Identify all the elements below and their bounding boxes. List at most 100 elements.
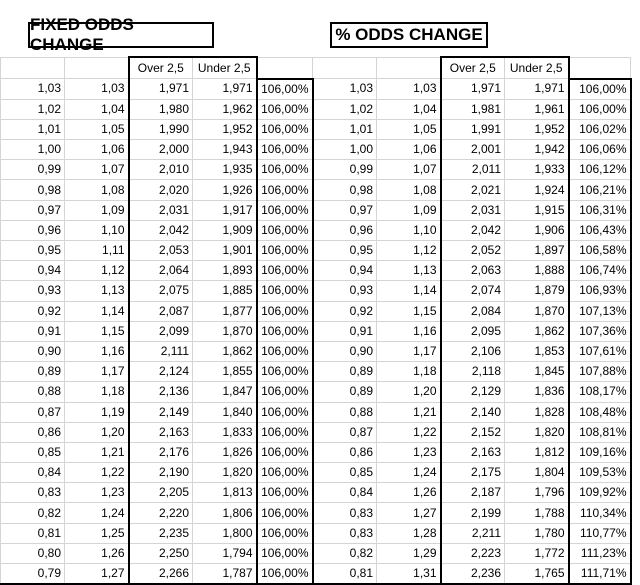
percent-b-cell[interactable]: 1,23	[376, 441, 441, 464]
percent-under-cell[interactable]: 1,862	[504, 320, 570, 342]
fixed-a-cell[interactable]: 0,85	[0, 441, 65, 464]
fixed-b-cell[interactable]: 1,06	[64, 139, 129, 161]
fixed-under-cell[interactable]: 1,926	[192, 179, 258, 201]
fixed-over-cell[interactable]: 2,000	[127, 139, 193, 161]
fixed-under-cell[interactable]: 1,935	[192, 159, 258, 181]
fixed-under-header[interactable]: Under 2,5	[192, 56, 258, 79]
fixed-over-cell[interactable]: 2,111	[127, 340, 193, 363]
fixed-under-cell[interactable]: 1,833	[192, 421, 258, 443]
fixed-payout-cell[interactable]: 106,00%	[255, 482, 314, 504]
percent-payout-cell[interactable]: 107,88%	[567, 361, 632, 383]
percent-a-cell[interactable]: 0,91	[312, 320, 377, 342]
percent-payout-cell[interactable]: 106,06%	[567, 139, 632, 161]
percent-under-cell[interactable]: 1,924	[504, 179, 570, 201]
fixed-under-cell[interactable]: 1,806	[192, 502, 258, 524]
percent-a-cell[interactable]: 0,82	[312, 542, 377, 565]
percent-over-cell[interactable]: 2,031	[439, 199, 505, 221]
percent-over-cell[interactable]: 1,981	[439, 98, 505, 120]
percent-under-cell[interactable]: 1,772	[504, 542, 570, 565]
percent-under-cell[interactable]: 1,796	[504, 482, 570, 504]
fixed-over-cell[interactable]: 2,266	[127, 563, 193, 585]
header-cell-empty[interactable]	[312, 56, 377, 79]
percent-a-cell[interactable]: 0,85	[312, 462, 377, 484]
fixed-under-cell[interactable]: 1,870	[192, 320, 258, 342]
percent-over-cell[interactable]: 2,095	[439, 320, 505, 342]
fixed-a-cell[interactable]: 0,92	[0, 300, 65, 322]
percent-b-cell[interactable]: 1,12	[376, 239, 441, 262]
percent-over-cell[interactable]: 2,001	[439, 139, 505, 161]
fixed-payout-cell[interactable]: 106,00%	[255, 462, 314, 484]
percent-under-cell[interactable]: 1,836	[504, 381, 570, 403]
percent-payout-cell[interactable]: 106,00%	[567, 77, 632, 100]
fixed-under-cell[interactable]: 1,840	[192, 401, 258, 423]
percent-b-cell[interactable]: 1,10	[376, 219, 441, 242]
percent-under-cell[interactable]: 1,853	[504, 340, 570, 363]
percent-over-cell[interactable]: 2,140	[439, 401, 505, 423]
fixed-under-cell[interactable]: 1,893	[192, 260, 258, 282]
percent-b-cell[interactable]: 1,16	[376, 320, 441, 342]
percent-over-cell[interactable]: 2,052	[439, 239, 505, 262]
fixed-under-cell[interactable]: 1,787	[192, 563, 258, 585]
fixed-payout-cell[interactable]: 106,00%	[255, 441, 314, 464]
percent-over-cell[interactable]: 2,063	[439, 260, 505, 282]
fixed-over-cell[interactable]: 1,971	[127, 78, 193, 100]
fixed-payout-cell[interactable]: 106,00%	[255, 159, 314, 181]
fixed-over-cell[interactable]: 2,087	[127, 300, 193, 322]
percent-under-cell[interactable]: 1,788	[504, 502, 570, 524]
fixed-under-cell[interactable]: 1,943	[192, 139, 258, 161]
fixed-over-cell[interactable]: 2,010	[127, 159, 193, 181]
percent-a-cell[interactable]: 1,02	[312, 98, 377, 120]
fixed-a-cell[interactable]: 0,95	[0, 239, 65, 262]
percent-b-cell[interactable]: 1,08	[376, 179, 441, 201]
fixed-a-cell[interactable]: 0,84	[0, 462, 65, 484]
percent-b-cell[interactable]: 1,14	[376, 280, 441, 302]
percent-under-cell[interactable]: 1,906	[504, 219, 570, 242]
fixed-payout-cell[interactable]: 106,00%	[255, 522, 314, 544]
fixed-b-cell[interactable]: 1,27	[64, 563, 129, 585]
percent-b-cell[interactable]: 1,20	[376, 381, 441, 403]
percent-a-cell[interactable]: 0,90	[312, 340, 377, 363]
percent-over-cell[interactable]: 2,175	[439, 462, 505, 484]
percent-b-cell[interactable]: 1,18	[376, 361, 441, 383]
fixed-payout-cell[interactable]: 106,00%	[255, 361, 314, 383]
fixed-a-cell[interactable]: 0,96	[0, 219, 65, 242]
fixed-b-cell[interactable]: 1,11	[64, 239, 129, 262]
fixed-b-cell[interactable]: 1,12	[64, 260, 129, 282]
percent-over-cell[interactable]: 2,152	[439, 421, 505, 443]
percent-a-cell[interactable]: 0,95	[312, 239, 377, 262]
percent-under-header[interactable]: Under 2,5	[504, 56, 570, 79]
fixed-over-cell[interactable]: 2,190	[127, 462, 193, 484]
header-cell-empty[interactable]	[64, 56, 129, 79]
fixed-over-cell[interactable]: 2,031	[127, 199, 193, 221]
fixed-a-cell[interactable]: 1,01	[0, 118, 65, 141]
fixed-a-cell[interactable]: 1,02	[0, 98, 65, 120]
fixed-under-cell[interactable]: 1,952	[192, 118, 258, 141]
fixed-under-cell[interactable]: 1,847	[192, 381, 258, 403]
percent-over-cell[interactable]: 2,199	[439, 502, 505, 524]
fixed-a-cell[interactable]: 0,98	[0, 179, 65, 201]
fixed-over-header[interactable]: Over 2,5	[127, 56, 193, 79]
fixed-over-cell[interactable]: 2,053	[127, 239, 193, 262]
fixed-under-cell[interactable]: 1,800	[192, 522, 258, 544]
fixed-payout-cell[interactable]: 106,00%	[255, 199, 314, 221]
percent-b-cell[interactable]: 1,24	[376, 462, 441, 484]
percent-a-cell[interactable]: 0,89	[312, 381, 377, 403]
percent-b-cell[interactable]: 1,17	[376, 340, 441, 363]
fixed-b-cell[interactable]: 1,19	[64, 401, 129, 423]
percent-b-cell[interactable]: 1,09	[376, 199, 441, 221]
fixed-under-cell[interactable]: 1,962	[192, 98, 258, 120]
percent-under-cell[interactable]: 1,780	[504, 522, 570, 544]
fixed-payout-cell[interactable]: 106,00%	[255, 219, 314, 242]
fixed-b-cell[interactable]: 1,10	[64, 219, 129, 242]
percent-a-cell[interactable]: 0,97	[312, 199, 377, 221]
fixed-over-cell[interactable]: 1,980	[127, 98, 193, 120]
fixed-a-cell[interactable]: 0,97	[0, 199, 65, 221]
fixed-over-cell[interactable]: 2,020	[127, 179, 193, 201]
fixed-a-cell[interactable]: 0,86	[0, 421, 65, 443]
header-cell-empty[interactable]	[0, 56, 65, 79]
fixed-b-cell[interactable]: 1,26	[64, 542, 129, 565]
percent-under-cell[interactable]: 1,897	[504, 239, 570, 262]
percent-a-cell[interactable]: 1,03	[312, 78, 377, 100]
fixed-payout-cell[interactable]: 106,00%	[255, 502, 314, 524]
percent-under-cell[interactable]: 1,915	[504, 199, 570, 221]
